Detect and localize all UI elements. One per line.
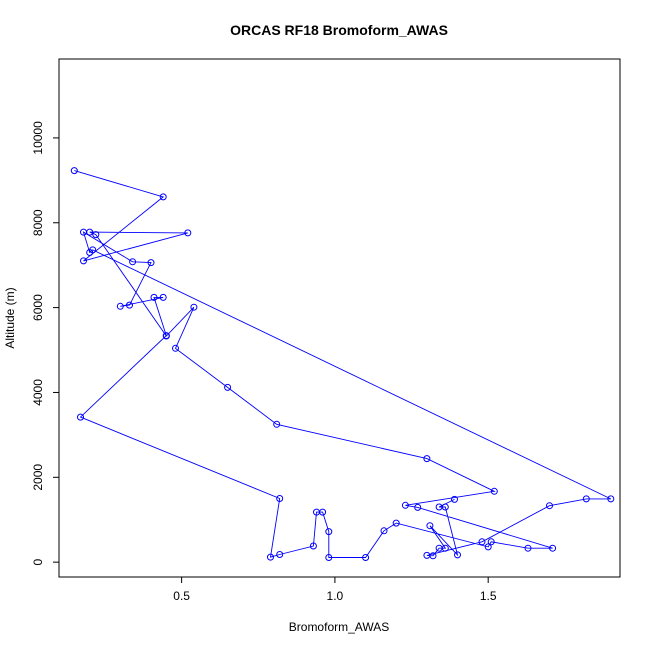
y-axis-label: Altitude (m) (3, 287, 17, 348)
data-point (224, 383, 232, 391)
plot-frame (58, 58, 621, 578)
data-point (70, 167, 78, 175)
data-point (426, 522, 434, 530)
x-tick-label: 0.5 (173, 589, 190, 603)
data-point (401, 501, 409, 509)
data-point (184, 229, 192, 237)
data-point (325, 528, 333, 536)
data-point (77, 413, 84, 421)
data-point (607, 495, 615, 503)
data-point (159, 293, 167, 301)
data-point (441, 544, 449, 552)
y-tick-label: 10000 (31, 121, 45, 155)
data-point (267, 553, 274, 561)
data-point (89, 246, 97, 254)
data-point (172, 344, 179, 352)
data-point (478, 538, 486, 546)
data-point (490, 487, 498, 495)
y-tick-label: 4000 (31, 379, 45, 406)
data-point (129, 258, 137, 266)
y-axis: 0 2000 4000 6000 8000 10000 (31, 121, 60, 565)
x-axis: 0.5 1.0 1.5 (173, 576, 497, 603)
data-point (92, 231, 100, 239)
data-point (546, 502, 553, 510)
data-point (423, 455, 431, 463)
data-point (162, 332, 170, 340)
data-point (309, 542, 317, 550)
data-point (429, 552, 437, 560)
data-point (276, 551, 284, 558)
data-point (190, 303, 198, 311)
y-tick-label: 2000 (31, 464, 45, 491)
data-point (313, 508, 320, 516)
data-point (524, 544, 532, 552)
data-point (451, 495, 458, 503)
x-axis-label: Bromoform_AWAS (289, 620, 389, 634)
data-point (159, 193, 167, 201)
y-tick-label: 6000 (31, 294, 45, 321)
data-point (487, 538, 495, 546)
data-point (549, 544, 557, 552)
data-point (582, 495, 590, 503)
data-point (80, 228, 87, 236)
data-point (80, 257, 87, 265)
y-tick-label: 8000 (31, 209, 45, 236)
x-tick-label: 1.5 (480, 589, 497, 603)
data-point (362, 554, 370, 561)
data-point (454, 551, 461, 559)
chart-title: ORCAS RF18 Bromoform_AWAS (230, 22, 448, 38)
data-point (116, 302, 124, 310)
data-point (392, 519, 400, 527)
data-point (435, 503, 443, 511)
data-point (380, 527, 388, 535)
x-tick-label: 1.0 (327, 589, 344, 603)
y-tick-label: 0 (31, 558, 45, 565)
data-point (414, 503, 422, 511)
data-point (484, 543, 492, 551)
data-point (273, 420, 281, 428)
data-point (126, 301, 133, 309)
data-point (276, 495, 284, 502)
data-point (147, 259, 155, 267)
series-layer (70, 167, 615, 561)
data-point (150, 293, 158, 301)
data-point (325, 554, 333, 561)
series-line (74, 170, 611, 558)
